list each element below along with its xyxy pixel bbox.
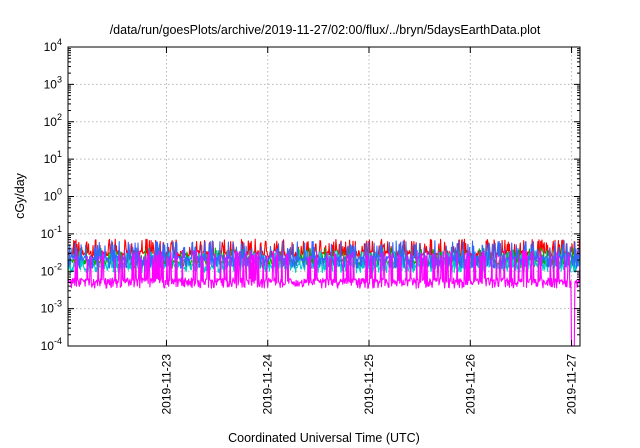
y-tick-label: 10-4 — [41, 336, 62, 353]
y-tick-label: 10-1 — [41, 224, 62, 241]
series-layer — [67, 238, 581, 347]
ticks — [68, 46, 580, 347]
y-tick-labels: 104 103 102 101 100 10-1 10-2 10-3 10-4 — [41, 37, 62, 353]
y-tick-label: 10-3 — [41, 299, 62, 316]
x-tick-label: 2019-11-26 — [463, 354, 477, 415]
chart-title: /data/run/goesPlots/archive/2019-11-27/0… — [110, 23, 541, 37]
x-tick-label: 2019-11-24 — [261, 354, 275, 415]
x-tick-label: 2019-11-25 — [362, 354, 376, 415]
x-tick-label: 2019-11-23 — [159, 354, 173, 415]
y-tick-label: 101 — [44, 149, 62, 166]
y-tick-label: 100 — [44, 187, 62, 204]
series-line — [67, 249, 581, 347]
x-tick-labels: 2019-11-23 2019-11-24 2019-11-25 2019-11-26… — [159, 354, 578, 415]
y-axis-title: cGy/day — [13, 172, 27, 219]
y-tick-label: 103 — [44, 74, 62, 91]
x-axis-title: Coordinated Universal Time (UTC) — [228, 431, 420, 445]
y-tick-label: 104 — [44, 37, 62, 54]
x-tick-label: 2019-11-27 — [565, 354, 579, 415]
y-tick-label: 102 — [44, 112, 62, 129]
grid — [68, 47, 580, 346]
y-tick-label: 10-2 — [41, 261, 62, 278]
